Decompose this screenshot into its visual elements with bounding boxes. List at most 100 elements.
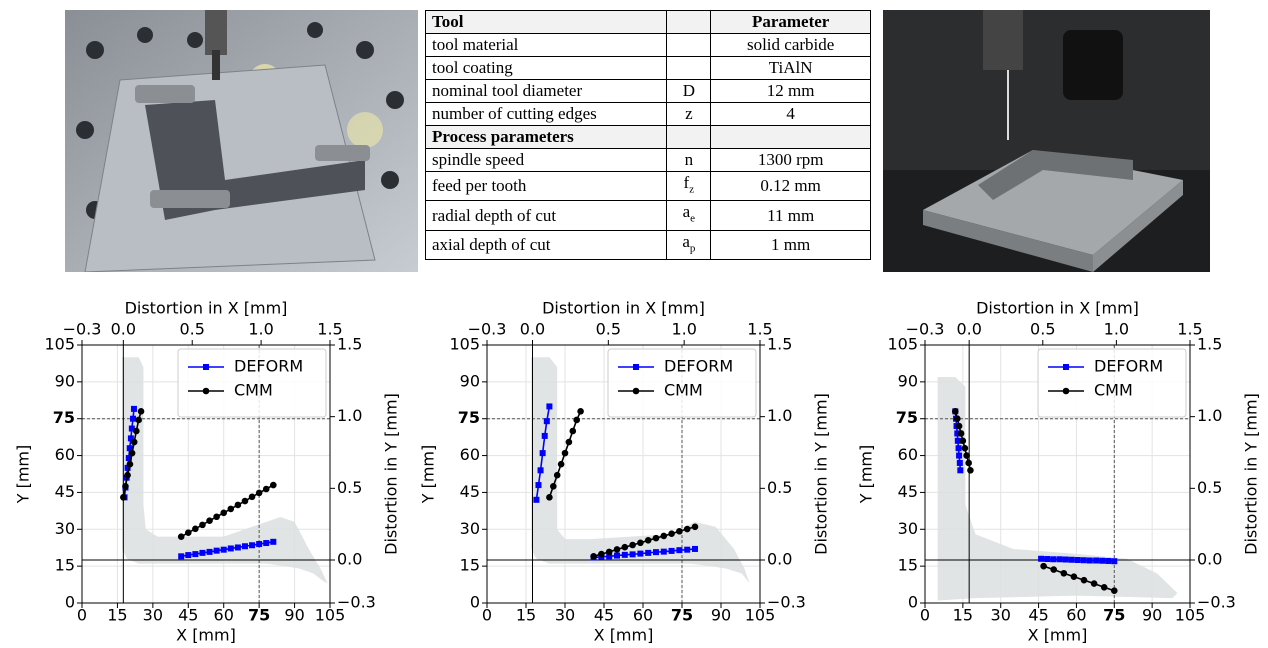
marker bbox=[957, 467, 963, 473]
marker bbox=[1087, 557, 1093, 563]
y-tick-label: 15 bbox=[460, 556, 480, 575]
x-tick-label: 90 bbox=[711, 606, 731, 625]
legend-label: CMM bbox=[1094, 381, 1133, 400]
marker bbox=[538, 467, 544, 473]
marker bbox=[256, 541, 262, 547]
x-tick-label: 0 bbox=[77, 606, 87, 625]
marker bbox=[138, 408, 145, 415]
marker bbox=[956, 445, 962, 451]
marker bbox=[645, 537, 652, 544]
y-axis-title: Y [mm] bbox=[419, 445, 438, 505]
x2-tick-label: 0.5 bbox=[596, 320, 621, 339]
y2-tick-label: 0.0 bbox=[337, 550, 362, 569]
marker bbox=[1099, 558, 1105, 564]
marker bbox=[956, 453, 962, 459]
y2-axis-title: Distortion in Y [mm] bbox=[1242, 393, 1261, 555]
y-tick-label: 30 bbox=[460, 519, 480, 538]
y2-tick-label: −0.3 bbox=[1197, 593, 1236, 612]
y-tick-label: 90 bbox=[55, 371, 75, 390]
marker bbox=[207, 549, 213, 555]
marker bbox=[1111, 558, 1117, 564]
marker bbox=[606, 549, 613, 556]
marker bbox=[661, 549, 667, 555]
marker bbox=[228, 545, 234, 551]
x-tick-label: 30 bbox=[991, 606, 1011, 625]
marker bbox=[629, 542, 636, 549]
y2-tick-label: 0.0 bbox=[1197, 550, 1222, 569]
marker bbox=[533, 497, 539, 503]
marker bbox=[133, 428, 140, 435]
marker bbox=[692, 524, 699, 531]
x-axis-title: X [mm] bbox=[594, 626, 654, 645]
y2-tick-label: 1.0 bbox=[767, 406, 792, 425]
legend-marker bbox=[1063, 388, 1070, 395]
marker bbox=[566, 439, 573, 446]
x-tick-label: 30 bbox=[555, 606, 575, 625]
charts: 01530456075901050153045607590105−0.30.00… bbox=[0, 0, 1268, 648]
x2-tick-label: −0.3 bbox=[906, 320, 945, 339]
y-tick-label: 75 bbox=[458, 408, 480, 427]
marker bbox=[1069, 557, 1075, 563]
marker bbox=[535, 482, 541, 488]
marker bbox=[1061, 570, 1068, 577]
marker bbox=[220, 510, 227, 517]
marker bbox=[577, 408, 584, 415]
x2-tick-label: 0.0 bbox=[520, 320, 545, 339]
marker bbox=[256, 490, 263, 497]
legend-marker bbox=[633, 364, 639, 370]
x2-tick-label: 1.0 bbox=[671, 320, 696, 339]
legend-label: CMM bbox=[664, 381, 703, 400]
y-tick-label: 45 bbox=[460, 482, 480, 501]
marker bbox=[1071, 573, 1078, 580]
marker bbox=[1063, 557, 1069, 563]
marker bbox=[270, 482, 277, 489]
marker bbox=[129, 450, 136, 457]
y2-tick-label: −0.3 bbox=[767, 593, 806, 612]
marker bbox=[653, 535, 660, 542]
y-tick-label: 0 bbox=[908, 593, 918, 612]
marker bbox=[127, 461, 134, 468]
marker bbox=[952, 408, 959, 415]
y-tick-label: 60 bbox=[898, 445, 918, 464]
legend-marker bbox=[1063, 364, 1069, 370]
x-tick-label: 90 bbox=[1142, 606, 1162, 625]
y2-tick-label: 1.5 bbox=[1197, 335, 1222, 354]
x2-tick-label: 0.5 bbox=[179, 320, 204, 339]
marker bbox=[542, 433, 548, 439]
marker bbox=[684, 526, 691, 533]
marker bbox=[199, 550, 205, 556]
x-tick-label: 75 bbox=[248, 606, 270, 625]
marker bbox=[692, 546, 698, 552]
marker bbox=[676, 547, 682, 553]
marker bbox=[963, 452, 970, 459]
marker bbox=[637, 540, 644, 547]
y2-tick-label: 1.0 bbox=[337, 406, 362, 425]
x-tick-label: 45 bbox=[594, 606, 614, 625]
marker bbox=[1105, 558, 1111, 564]
marker bbox=[235, 502, 242, 509]
marker bbox=[546, 403, 552, 409]
marker bbox=[653, 549, 659, 555]
x-tick-label: 60 bbox=[633, 606, 653, 625]
x2-tick-label: 1.0 bbox=[1104, 320, 1129, 339]
marker bbox=[637, 551, 643, 557]
x2-axis-title: Distortion in X [mm] bbox=[542, 299, 705, 318]
series-line bbox=[123, 411, 273, 536]
marker bbox=[270, 539, 276, 545]
y-tick-label: 45 bbox=[55, 482, 75, 501]
y2-tick-label: 0.5 bbox=[1197, 478, 1222, 497]
marker bbox=[124, 472, 131, 479]
x2-axis-title: Distortion in X [mm] bbox=[125, 299, 288, 318]
y2-tick-label: 1.5 bbox=[337, 335, 362, 354]
marker bbox=[669, 548, 675, 554]
y-tick-label: 90 bbox=[898, 371, 918, 390]
marker bbox=[614, 546, 621, 553]
x-axis-title: X [mm] bbox=[1028, 626, 1088, 645]
marker bbox=[550, 483, 557, 490]
y-tick-label: 15 bbox=[898, 556, 918, 575]
marker bbox=[622, 552, 628, 558]
marker bbox=[962, 445, 969, 452]
x-tick-label: 0 bbox=[920, 606, 930, 625]
marker bbox=[1057, 556, 1063, 562]
marker bbox=[661, 533, 668, 540]
